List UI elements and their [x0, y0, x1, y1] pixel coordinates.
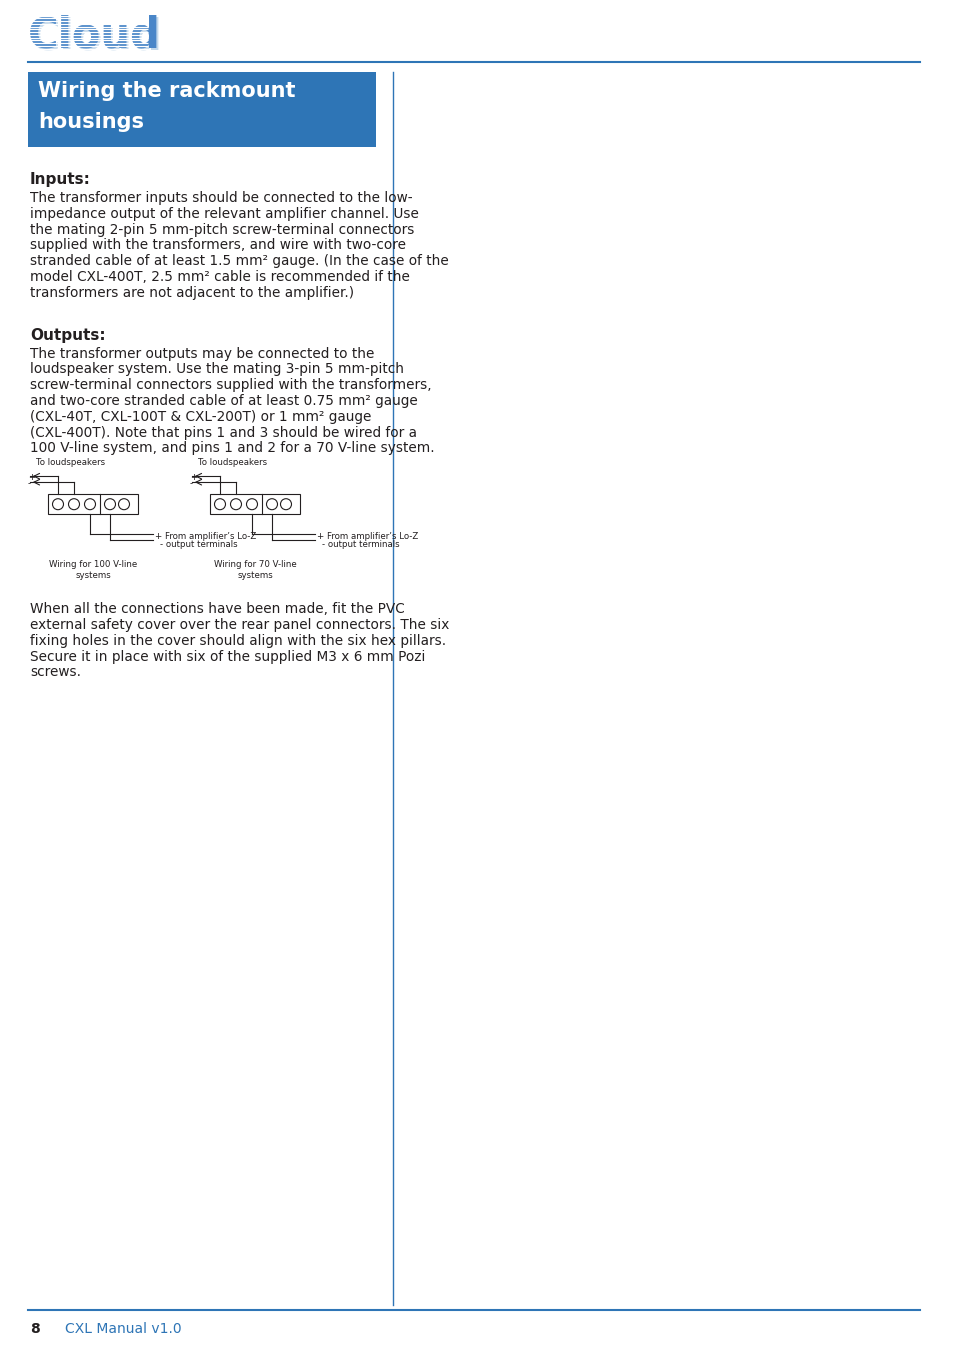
Text: - output terminals: - output terminals [160, 540, 237, 549]
Text: model CXL-400T, 2.5 mm² cable is recommended if the: model CXL-400T, 2.5 mm² cable is recomme… [30, 270, 410, 284]
Text: The transformer inputs should be connected to the low-: The transformer inputs should be connect… [30, 190, 413, 205]
Text: - output terminals: - output terminals [322, 540, 399, 549]
Text: +: + [190, 474, 197, 482]
Text: screw-terminal connectors supplied with the transformers,: screw-terminal connectors supplied with … [30, 378, 431, 393]
Text: screws.: screws. [30, 666, 81, 679]
Text: loudspeaker system. Use the mating 3-pin 5 mm-pitch: loudspeaker system. Use the mating 3-pin… [30, 362, 403, 377]
Text: To loudspeakers: To loudspeakers [198, 458, 267, 467]
Text: (CXL-40T, CXL-100T & CXL-200T) or 1 mm² gauge: (CXL-40T, CXL-100T & CXL-200T) or 1 mm² … [30, 410, 371, 424]
Text: -: - [190, 479, 193, 489]
Circle shape [266, 498, 277, 510]
Circle shape [69, 498, 79, 510]
Text: housings: housings [38, 112, 144, 132]
Text: stranded cable of at least 1.5 mm² gauge. (In the case of the: stranded cable of at least 1.5 mm² gauge… [30, 254, 448, 269]
Text: impedance output of the relevant amplifier channel. Use: impedance output of the relevant amplifi… [30, 207, 418, 221]
Circle shape [105, 498, 115, 510]
Text: external safety cover over the rear panel connectors. The six: external safety cover over the rear pane… [30, 618, 449, 632]
Text: Cloud: Cloud [28, 14, 161, 55]
Text: + From amplifier’s Lo-Z: + From amplifier’s Lo-Z [316, 532, 417, 541]
Text: -: - [28, 479, 31, 489]
Text: +: + [28, 474, 35, 482]
Text: Wiring for 70 V-line
systems: Wiring for 70 V-line systems [213, 560, 296, 579]
Text: + From amplifier’s Lo-Z: + From amplifier’s Lo-Z [154, 532, 256, 541]
Text: Outputs:: Outputs: [30, 328, 106, 343]
Text: When all the connections have been made, fit the PVC: When all the connections have been made,… [30, 602, 404, 616]
Text: Inputs:: Inputs: [30, 171, 91, 188]
Text: 8: 8 [30, 1322, 40, 1336]
Text: the mating 2-pin 5 mm-pitch screw-terminal connectors: the mating 2-pin 5 mm-pitch screw-termin… [30, 223, 414, 236]
Text: Secure it in place with six of the supplied M3 x 6 mm Pozi: Secure it in place with six of the suppl… [30, 649, 425, 664]
Text: (CXL-400T). Note that pins 1 and 3 should be wired for a: (CXL-400T). Note that pins 1 and 3 shoul… [30, 425, 416, 440]
Text: Wiring the rackmount: Wiring the rackmount [38, 81, 295, 101]
Text: CXL Manual v1.0: CXL Manual v1.0 [65, 1322, 181, 1336]
Bar [210, 494, 299, 514]
Text: Wiring for 100 V-line
systems: Wiring for 100 V-line systems [49, 560, 137, 579]
Circle shape [214, 498, 225, 510]
Text: Cloud: Cloud [30, 16, 163, 58]
Text: fixing holes in the cover should align with the six hex pillars.: fixing holes in the cover should align w… [30, 633, 446, 648]
Circle shape [52, 498, 64, 510]
Bar [48, 494, 138, 514]
Text: The transformer outputs may be connected to the: The transformer outputs may be connected… [30, 347, 374, 360]
Bar [28, 72, 375, 147]
Circle shape [85, 498, 95, 510]
Circle shape [118, 498, 130, 510]
Circle shape [246, 498, 257, 510]
Text: and two-core stranded cable of at least 0.75 mm² gauge: and two-core stranded cable of at least … [30, 394, 417, 408]
Text: To loudspeakers: To loudspeakers [36, 458, 105, 467]
Text: 100 V-line system, and pins 1 and 2 for a 70 V-line system.: 100 V-line system, and pins 1 and 2 for … [30, 441, 435, 455]
Text: transformers are not adjacent to the amplifier.): transformers are not adjacent to the amp… [30, 286, 354, 300]
Text: supplied with the transformers, and wire with two-core: supplied with the transformers, and wire… [30, 239, 406, 252]
Circle shape [280, 498, 292, 510]
Circle shape [231, 498, 241, 510]
